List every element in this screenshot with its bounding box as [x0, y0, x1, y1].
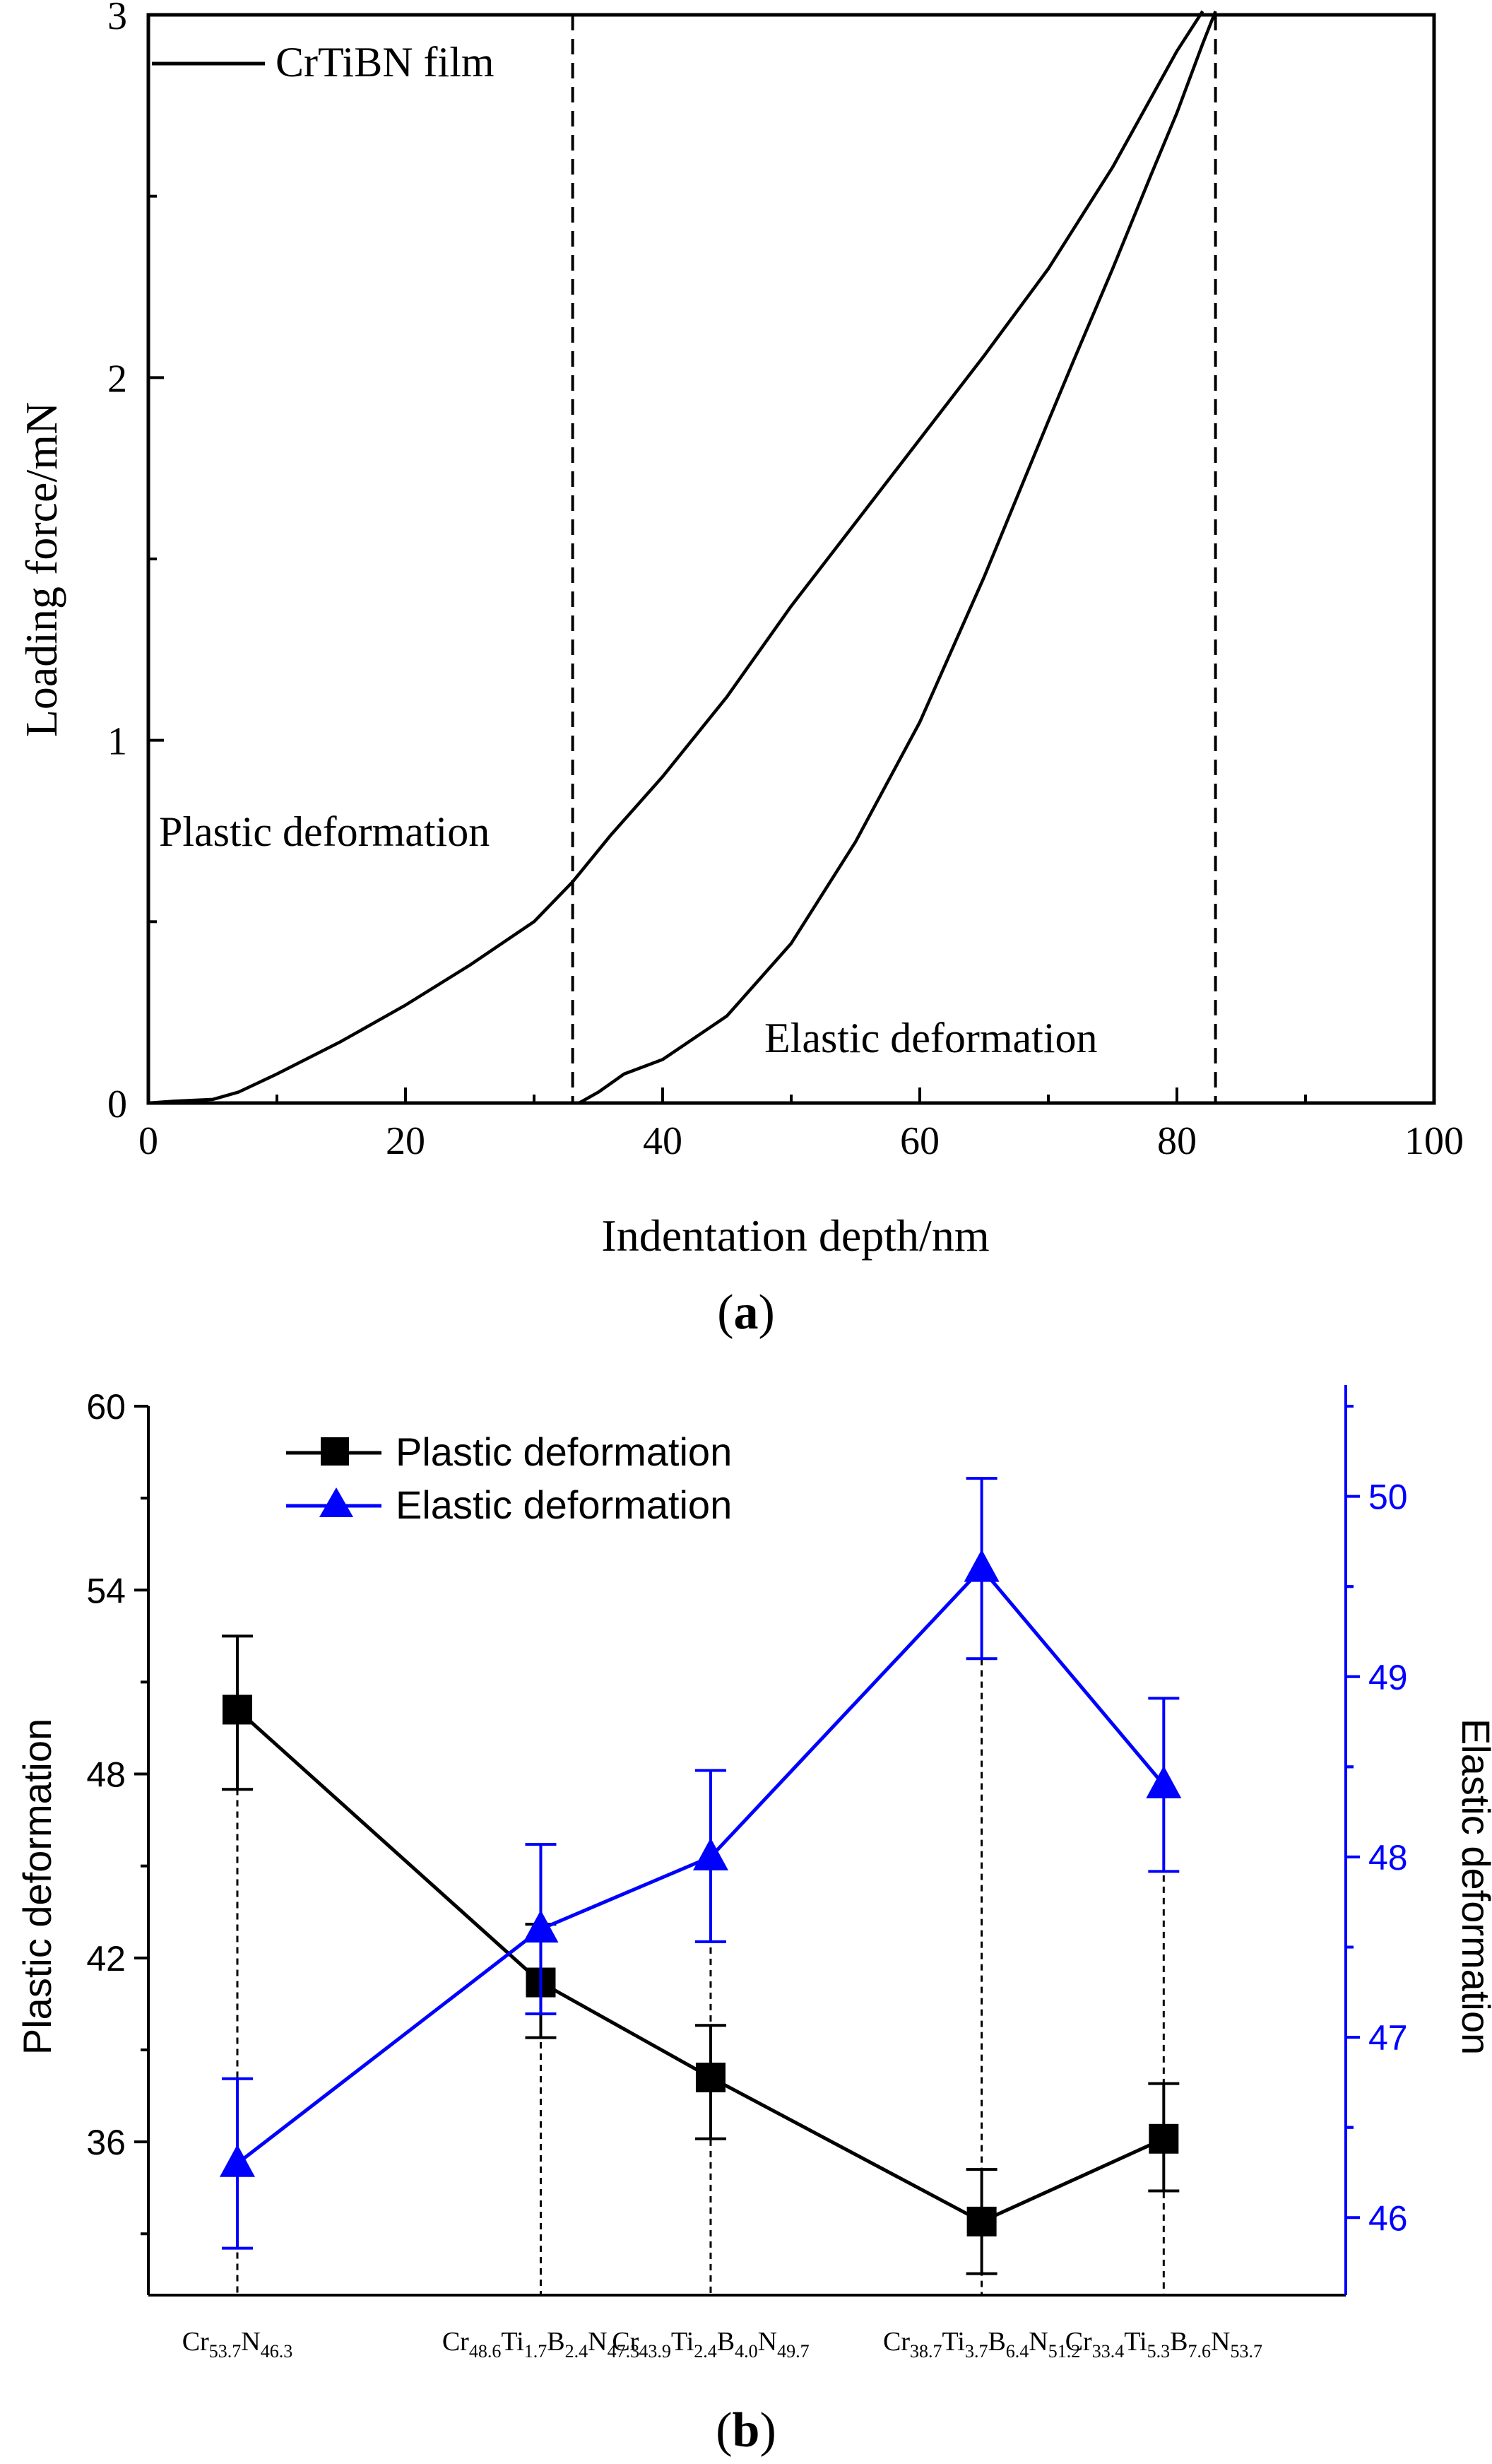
marker-square-2 — [695, 2063, 726, 2093]
subscript: 33.4 — [1092, 2341, 1125, 2362]
subscript: 53.7 — [1230, 2341, 1262, 2362]
subscript: 1.7 — [524, 2341, 547, 2362]
panel-a-label: (a) — [717, 1285, 775, 1340]
subscript: 51.2 — [1048, 2341, 1081, 2362]
element-symbol: N — [1211, 2327, 1230, 2357]
x-tick-label-a-80: 80 — [1157, 1119, 1197, 1163]
y-tick-label-b-left-48: 48 — [86, 1755, 126, 1795]
element-symbol: Cr — [883, 2327, 910, 2357]
subscript: 43.9 — [639, 2341, 671, 2362]
subscript: 2.4 — [694, 2341, 717, 2362]
y-axis-label-b-left: Plastic deformation — [15, 1719, 59, 2055]
subscript: 5.3 — [1147, 2341, 1171, 2362]
annotation-plastic-deformation: Plastic deformation — [159, 808, 490, 855]
marker-triangle-2 — [692, 1837, 728, 1870]
panel-b-series — [219, 1477, 1182, 2275]
panel-a-curves — [148, 10, 1217, 1105]
x-tick-label-a-20: 20 — [386, 1119, 425, 1163]
y-tick-label-b-right-47: 47 — [1368, 2018, 1408, 2058]
element-symbol: N — [758, 2327, 777, 2357]
marker-triangle-3 — [964, 1549, 1000, 1582]
legend-marker-square — [321, 1437, 349, 1466]
subscript: 49.7 — [777, 2341, 810, 2362]
marker-square-3 — [966, 2206, 997, 2236]
subscript: 48.6 — [469, 2341, 502, 2362]
subscript: 7.6 — [1188, 2341, 1211, 2362]
category-label-1: Cr48.6Ti1.7B2.4N47.3 — [442, 2327, 639, 2362]
element-symbol: Cr — [612, 2327, 639, 2357]
subscript: 46.3 — [261, 2341, 293, 2362]
curve-unloading — [578, 11, 1217, 1104]
element-symbol: B — [717, 2327, 735, 2357]
annotation-elastic-deformation: Elastic deformation — [764, 1015, 1098, 1061]
subscript: 6.4 — [1006, 2341, 1029, 2362]
y-tick-label-b-right-49: 49 — [1368, 1658, 1408, 1697]
panel-b-category-labels: Cr53.7N46.3 Cr48.6Ti1.7B2.4N47.3Cr43.9Ti2… — [182, 2327, 1262, 2362]
element-symbol: Cr — [182, 2327, 209, 2357]
x-tick-label-a-40: 40 — [643, 1119, 682, 1163]
y-tick-label-b-left-54: 54 — [86, 1571, 126, 1610]
subscript: 38.7 — [910, 2341, 942, 2362]
panel-b-axes: 36 42 48 54 60 46 47 48 49 50 — [86, 1385, 1408, 2297]
marker-square-4 — [1149, 2123, 1179, 2154]
x-tick-label-a-0: 0 — [138, 1119, 158, 1163]
element-symbol: Ti — [671, 2327, 694, 2357]
marker-square-0 — [222, 1694, 252, 1725]
legend-label-crtibn: CrTiBN film — [276, 39, 495, 86]
y-tick-label-b-right-46: 46 — [1368, 2198, 1408, 2238]
panel-a-plot-frame — [146, 13, 1436, 1105]
x-tick-label-a-60: 60 — [900, 1119, 940, 1163]
subscript: 3.7 — [965, 2341, 988, 2362]
category-label-0: Cr53.7N46.3 — [182, 2327, 292, 2362]
element-symbol: Cr — [442, 2327, 469, 2357]
y-tick-label-b-right-50: 50 — [1368, 1478, 1408, 1517]
panel-b-label: (b) — [716, 2403, 776, 2458]
element-symbol: Cr — [1065, 2327, 1092, 2357]
element-symbol: B — [547, 2327, 564, 2357]
x-axis-label-a: Indentation depth/nm — [601, 1210, 989, 1261]
element-symbol: B — [988, 2327, 1005, 2357]
panel-a-vlines — [571, 15, 1217, 1103]
element-symbol: Ti — [501, 2327, 523, 2357]
y-axis-label-a: Loading force/mN — [16, 402, 66, 738]
y-tick-label-a-1: 1 — [107, 720, 127, 764]
category-label-3: Cr38.7Ti3.7B6.4N51.2 — [883, 2327, 1080, 2362]
y-axis-label-b-right: Elastic deformation — [1454, 1719, 1492, 2055]
marker-triangle-0 — [219, 2144, 255, 2177]
x-tick-label-a-100: 100 — [1404, 1119, 1464, 1163]
subscript: 53.7 — [209, 2341, 242, 2362]
marker-triangle-4 — [1146, 1765, 1182, 1798]
legend-label-plastic: Plastic deformation — [396, 1430, 732, 1474]
element-symbol: Ti — [1124, 2327, 1147, 2357]
element-symbol: N — [241, 2327, 260, 2357]
y-tick-label-a-0: 0 — [107, 1083, 127, 1126]
category-label-2: Cr43.9Ti2.4B4.0N49.7 — [612, 2327, 809, 2362]
marker-triangle-1 — [523, 1910, 559, 1943]
subscript: 4.0 — [735, 2341, 758, 2362]
legend-label-elastic: Elastic deformation — [396, 1482, 732, 1527]
y-tick-label-b-left-36: 36 — [86, 2123, 126, 2162]
y-tick-label-b-left-60: 60 — [86, 1387, 126, 1427]
element-symbol: B — [1170, 2327, 1188, 2357]
legend-marker-triangle — [319, 1487, 353, 1517]
y-tick-label-a-2: 2 — [107, 357, 127, 401]
element-symbol: N — [588, 2327, 607, 2357]
panel-b-guide-lines — [236, 1568, 1165, 2295]
y-tick-label-a-3: 3 — [107, 0, 127, 38]
element-symbol: N — [1029, 2327, 1048, 2357]
y-tick-label-b-right-48: 48 — [1368, 1838, 1408, 1878]
element-symbol: Ti — [942, 2327, 965, 2357]
y-tick-label-b-left-42: 42 — [86, 1939, 126, 1979]
subscript: 47.3 — [608, 2341, 640, 2362]
curve-loading — [148, 10, 1204, 1105]
category-label-4: Cr33.4Ti5.3B7.6N53.7 — [1065, 2327, 1262, 2362]
panel-a: 0 20 40 60 80 100 0 1 2 3 CrTiBN film Plastic def… — [16, 0, 1464, 1340]
subscript: 2.4 — [565, 2341, 588, 2362]
panel-a-ticks: 0 20 40 60 80 100 0 1 2 3 — [107, 0, 1464, 1163]
legend-b: Plastic deformation Elastic deformation — [286, 1430, 732, 1527]
series-line-square — [236, 1708, 1165, 2224]
